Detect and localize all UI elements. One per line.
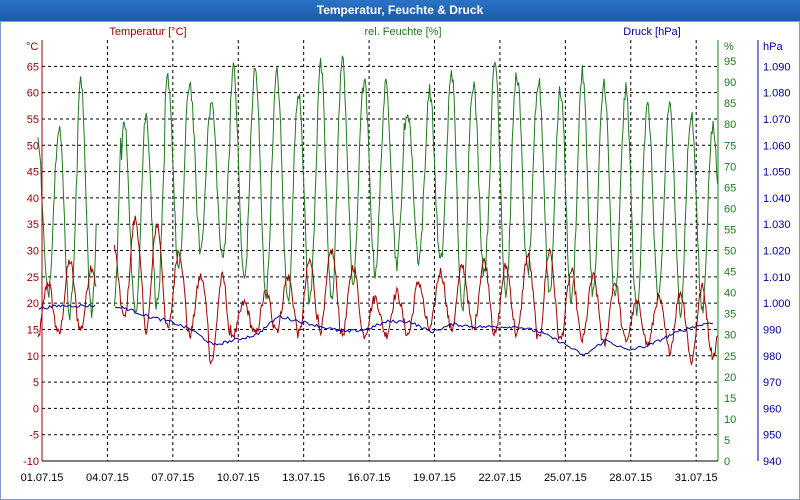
humidity-series-line <box>37 55 719 321</box>
humidity-tick-label: 5 <box>724 435 730 447</box>
humidity-tick-label: 40 <box>724 288 736 300</box>
temperature-unit-label: °C <box>26 41 38 53</box>
pressure-tick-label: 980 <box>763 351 781 363</box>
temperature-tick-label: 15 <box>27 324 39 336</box>
pressure-tick-label: 970 <box>763 377 781 389</box>
humidity-tick-label: 65 <box>724 182 736 194</box>
chart: -10 -5 0 5 10 15 20 25 30 35 40 45 50 55 60 65 °C 0 5 10 15 2… <box>0 21 800 498</box>
humidity-tick-label: 15 <box>724 393 736 405</box>
humidity-tick-label: 50 <box>724 246 736 258</box>
pressure-tick-label: 1.010 <box>763 272 791 284</box>
x-tick-label: 01.07.15 <box>21 472 64 484</box>
humidity-tick-label: 95 <box>724 56 736 68</box>
legend-humidity: rel. Feuchte [%] <box>364 26 441 38</box>
humidity-tick-label: 60 <box>724 203 736 215</box>
temperature-tick-label: 10 <box>27 351 39 363</box>
legend-temperature: Temperatur [°C] <box>109 26 186 38</box>
labels: -10 -5 0 5 10 15 20 25 30 35 40 45 50 55 60 65 °C 0 5 10 15 2… <box>21 26 791 484</box>
temperature-tick-label: -5 <box>29 430 39 442</box>
humidity-tick-label: 25 <box>724 351 736 363</box>
pressure-tick-label: 1.030 <box>763 219 791 231</box>
window-title: Temperatur, Feuchte & Druck <box>0 0 800 21</box>
temperature-tick-label: 65 <box>27 61 39 73</box>
x-tick-label: 31.07.15 <box>675 472 718 484</box>
temperature-tick-label: 0 <box>33 403 39 415</box>
humidity-tick-label: 35 <box>724 309 736 321</box>
humidity-tick-label: 0 <box>724 456 730 468</box>
x-tick-label: 07.07.15 <box>151 472 194 484</box>
temperature-tick-label: 35 <box>27 219 39 231</box>
pressure-tick-label: 960 <box>763 403 781 415</box>
x-tick-label: 25.07.15 <box>544 472 587 484</box>
x-tick-label: 13.07.15 <box>282 472 325 484</box>
temperature-tick-label: 25 <box>27 272 39 284</box>
temperature-series-line <box>37 215 718 367</box>
temperature-tick-label: 20 <box>27 298 39 310</box>
humidity-tick-label: 85 <box>724 98 736 110</box>
humidity-tick-label: 55 <box>724 224 736 236</box>
chart-background <box>0 21 800 498</box>
x-tick-label: 28.07.15 <box>609 472 652 484</box>
grid <box>41 40 718 462</box>
humidity-tick-label: 70 <box>724 161 736 173</box>
pressure-tick-label: 1.090 <box>763 61 791 73</box>
humidity-tick-label: 10 <box>724 414 736 426</box>
humidity-tick-label: 80 <box>724 119 736 131</box>
pressure-tick-label: 1.080 <box>763 88 791 100</box>
temperature-tick-label: 55 <box>27 114 39 126</box>
pressure-tick-label: 1.000 <box>763 298 791 310</box>
pressure-tick-label: 1.060 <box>763 140 791 152</box>
pressure-tick-label: 1.040 <box>763 193 791 205</box>
axes <box>41 40 759 462</box>
x-tick-label: 19.07.15 <box>413 472 456 484</box>
temperature-tick-label: 30 <box>27 246 39 258</box>
temperature-tick-label: 50 <box>27 140 39 152</box>
pressure-tick-label: 990 <box>763 324 781 336</box>
x-tick-label: 10.07.15 <box>217 472 260 484</box>
temperature-tick-label: 45 <box>27 167 39 179</box>
pressure-tick-label: 1.070 <box>763 114 791 126</box>
humidity-unit-label: % <box>724 41 734 53</box>
series-layer <box>37 55 719 367</box>
x-tick-label: 22.07.15 <box>479 472 522 484</box>
legend-pressure: Druck [hPa] <box>623 26 680 38</box>
humidity-tick-label: 30 <box>724 330 736 342</box>
temperature-tick-label: -10 <box>23 456 39 468</box>
x-tick-label: 04.07.15 <box>86 472 129 484</box>
temperature-tick-label: 40 <box>27 193 39 205</box>
pressure-tick-label: 1.050 <box>763 167 791 179</box>
humidity-tick-label: 90 <box>724 77 736 89</box>
humidity-tick-label: 75 <box>724 140 736 152</box>
humidity-tick-label: 20 <box>724 372 736 384</box>
pressure-tick-label: 1.020 <box>763 246 791 258</box>
pressure-tick-label: 950 <box>763 430 781 442</box>
humidity-tick-label: 45 <box>724 267 736 279</box>
temperature-tick-label: 60 <box>27 88 39 100</box>
pressure-unit-label: hPa <box>763 41 783 53</box>
temperature-tick-label: 5 <box>33 377 39 389</box>
pressure-tick-label: 940 <box>763 456 781 468</box>
pressure-series-line <box>38 303 714 356</box>
x-tick-label: 16.07.15 <box>348 472 391 484</box>
